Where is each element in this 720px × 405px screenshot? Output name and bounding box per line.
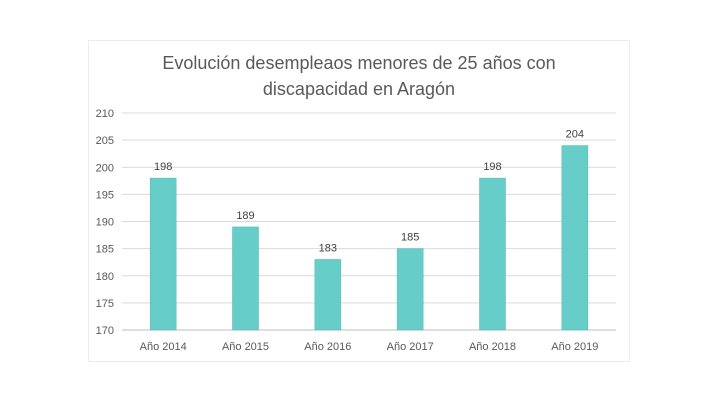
data-label: 183 (319, 242, 337, 254)
x-tick-label: Año 2016 (304, 341, 351, 353)
data-label: 204 (566, 129, 584, 141)
chart-area (88, 40, 630, 362)
x-tick-label: Año 2015 (222, 341, 269, 353)
y-tick-label: 185 (96, 244, 114, 256)
data-label: 198 (483, 161, 501, 173)
data-label: 198 (154, 161, 172, 173)
chart-title-line-2: discapacidad en Aragón (262, 79, 456, 99)
chart-title-line-1: Evolución desempleaos menores de 25 años… (162, 53, 556, 73)
bar (479, 177, 506, 331)
x-tick-label: Año 2018 (469, 341, 516, 353)
y-tick-label: 180 (96, 271, 114, 283)
bar (561, 145, 589, 331)
y-tick-label: 210 (96, 108, 114, 120)
bar (396, 248, 424, 331)
y-tick-label: 170 (96, 325, 114, 337)
x-tick-label: Año 2017 (387, 341, 434, 353)
bar (232, 226, 259, 331)
bar (149, 177, 177, 331)
y-tick-label: 205 (96, 135, 114, 147)
chart-title: Evolución desempleaos menores de 25 años… (88, 50, 630, 102)
data-label: 185 (401, 232, 419, 244)
data-label: 189 (236, 210, 254, 222)
bar (314, 259, 342, 331)
x-tick-label: Año 2019 (551, 341, 598, 353)
y-tick-label: 195 (96, 189, 114, 201)
x-tick-label: Año 2014 (140, 341, 187, 353)
y-tick-label: 190 (96, 217, 114, 229)
y-tick-label: 175 (96, 298, 114, 310)
y-tick-label: 200 (96, 162, 114, 174)
